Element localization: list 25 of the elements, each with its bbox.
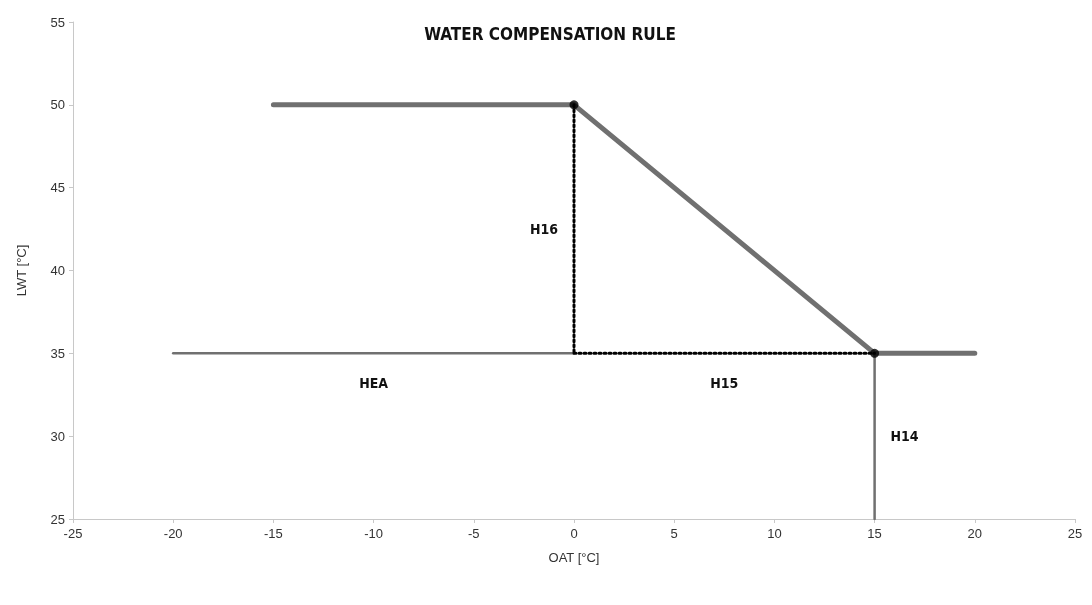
y-tick-label: 45 [50, 180, 65, 196]
chart-title: WATER COMPENSATION RULE [424, 23, 676, 44]
x-tick-label: 0 [570, 526, 578, 541]
x-tick-label: -25 [63, 526, 83, 541]
x-tick-label: -10 [364, 526, 383, 541]
x-tick-label: -5 [468, 526, 480, 541]
series-label: H15 [710, 375, 739, 392]
series-label: HEA [359, 375, 389, 392]
y-tick-label: 35 [50, 345, 65, 361]
x-tick-label: 5 [670, 526, 678, 541]
y-tick-label: 55 [50, 14, 65, 30]
x-tick-label: 15 [867, 526, 882, 541]
x-axis-title: OAT [°C] [548, 550, 600, 565]
series-label: H14 [890, 428, 919, 445]
x-tick-label: -20 [163, 526, 183, 541]
x-tick-label: 20 [967, 526, 983, 541]
x-tick-label: -15 [264, 526, 283, 541]
y-tick-label: 30 [50, 428, 65, 444]
x-tick-label: 10 [767, 526, 782, 541]
y-tick-label: 40 [50, 263, 65, 278]
y-axis-title: LWT [°C] [14, 244, 29, 297]
y-tick-label: 50 [50, 97, 65, 113]
series-label: H16 [529, 221, 559, 238]
x-tick-label: 25 [1067, 526, 1083, 541]
y-tick-label: 25 [50, 511, 65, 527]
